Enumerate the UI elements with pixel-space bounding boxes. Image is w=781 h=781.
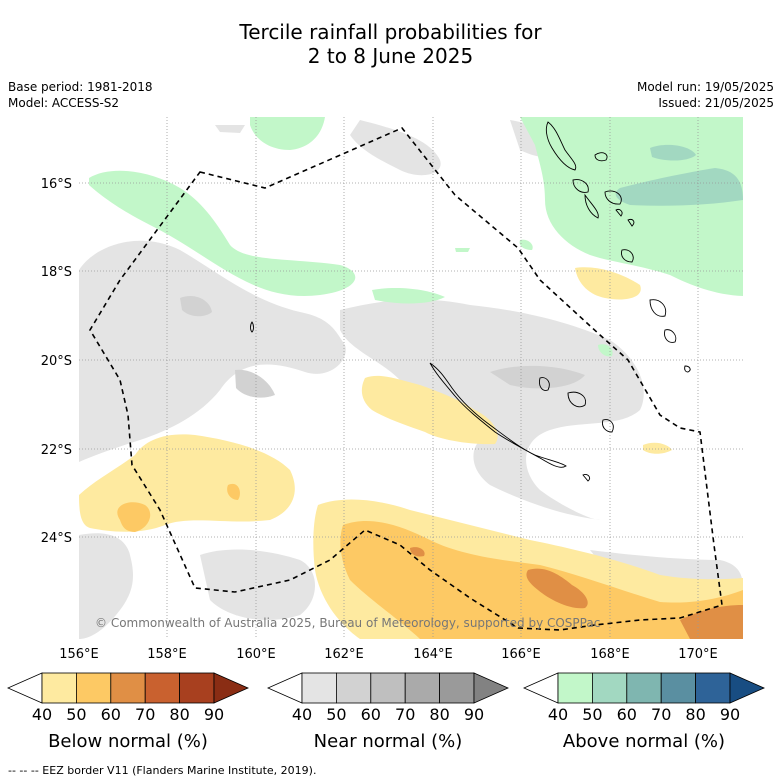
- lon-label: 156°E: [59, 647, 99, 662]
- colorbar-tick-label: 90: [464, 705, 484, 724]
- colorbar-tick-label: 90: [720, 705, 740, 724]
- colorbar-segment: [179, 672, 215, 704]
- colorbar-tick-label: 40: [292, 705, 312, 724]
- colorbar-under-triangle: [523, 672, 559, 704]
- colorbar-segment: [626, 672, 662, 704]
- colorbar-over-triangle: [473, 672, 509, 704]
- map-title-line1: Tercile rainfall probabilities for: [239, 20, 542, 44]
- eez-legend-text: -- -- -- EEZ border V11 (Flanders Marine…: [8, 764, 316, 777]
- colorbar-segment: [695, 672, 731, 704]
- colorbar-segment: [370, 672, 406, 704]
- colorbar-tick-label: 80: [429, 705, 449, 724]
- colorbar-segment: [41, 672, 77, 704]
- colorbar-1: 40 50 60 70 80 90 Below normal (%): [7, 672, 249, 752]
- colorbar-tick-label: 50: [326, 705, 346, 724]
- colorbar-under-triangle: [267, 672, 303, 704]
- map-grid: [79, 117, 743, 639]
- colorbar-segment: [335, 672, 372, 704]
- eez-border: [89, 127, 723, 631]
- longitude-labels: 156°E 158°E 160°E 162°E 164°E 166°E 168°…: [59, 647, 718, 662]
- colorbar-tick-label: 60: [361, 705, 381, 724]
- lat-label: 18°S: [41, 265, 72, 280]
- colorbar-legends: 40 50 60 70 80 90 Below normal (%) 40 50 60 70 80 90…: [7, 672, 765, 752]
- lat-label: 20°S: [41, 354, 72, 369]
- colorbar-tick-label: 90: [204, 705, 224, 724]
- colorbar-tick-label: 80: [685, 705, 705, 724]
- colorbar-tick-label: 50: [66, 705, 86, 724]
- model-run-label: Model run: 19/05/2025: [636, 80, 774, 94]
- colorbar-title: Near normal (%): [314, 731, 463, 752]
- latitude-labels: 16°S 18°S 20°S 22°S 24°S: [41, 177, 72, 546]
- colorbar-tick-label: 60: [101, 705, 121, 724]
- lon-label: 164°E: [413, 647, 453, 662]
- lon-label: 168°E: [590, 647, 630, 662]
- vanuatu-islands: [545, 121, 677, 343]
- new-caledonia-island: [429, 362, 567, 468]
- colorbar-tick-label: 80: [169, 705, 189, 724]
- colorbar-3: 40 50 60 70 80 90 Above normal (%): [523, 672, 765, 752]
- lat-label: 24°S: [41, 531, 72, 546]
- loyalty-islands: [539, 377, 614, 482]
- colorbar-title: Above normal (%): [563, 731, 725, 752]
- colorbar-tick-label: 40: [32, 705, 52, 724]
- lon-label: 158°E: [147, 647, 187, 662]
- lon-label: 162°E: [324, 647, 364, 662]
- colorbar-segment: [404, 672, 441, 704]
- colorbar-segment: [301, 672, 337, 704]
- colorbar-title: Below normal (%): [48, 731, 208, 752]
- coastlines: [250, 121, 691, 482]
- colorbar-over-triangle: [729, 672, 765, 704]
- colorbar-segment: [557, 672, 593, 704]
- issued-label: Issued: 21/05/2025: [658, 96, 774, 110]
- colorbar-segment: [76, 672, 112, 704]
- lon-label: 160°E: [236, 647, 276, 662]
- colorbar-under-triangle: [7, 672, 43, 704]
- base-period-label: Base period: 1981-2018: [8, 80, 153, 94]
- lat-label: 22°S: [41, 443, 72, 458]
- lon-label: 170°E: [678, 647, 718, 662]
- colorbar-tick-label: 60: [617, 705, 637, 724]
- colorbar-segment: [592, 672, 628, 704]
- colorbar-tick-label: 50: [582, 705, 602, 724]
- probability-field: [79, 117, 743, 639]
- colorbar-segment: [439, 672, 475, 704]
- model-label: Model: ACCESS-S2: [8, 96, 120, 110]
- lon-label: 166°E: [501, 647, 541, 662]
- lat-label: 16°S: [41, 177, 72, 192]
- above-normal-regions: [89, 117, 743, 357]
- copyright-text: © Commonwealth of Australia 2025, Bureau…: [95, 616, 600, 630]
- colorbar-segment: [110, 672, 146, 704]
- colorbar-over-triangle: [213, 672, 249, 704]
- colorbar-tick-label: 70: [135, 705, 155, 724]
- colorbar-tick-label: 70: [395, 705, 415, 724]
- colorbar-segment: [144, 672, 180, 704]
- map-title-line2: 2 to 8 June 2025: [307, 44, 474, 68]
- colorbar-tick-label: 70: [651, 705, 671, 724]
- colorbar-segment: [660, 672, 697, 704]
- colorbar-tick-label: 40: [548, 705, 568, 724]
